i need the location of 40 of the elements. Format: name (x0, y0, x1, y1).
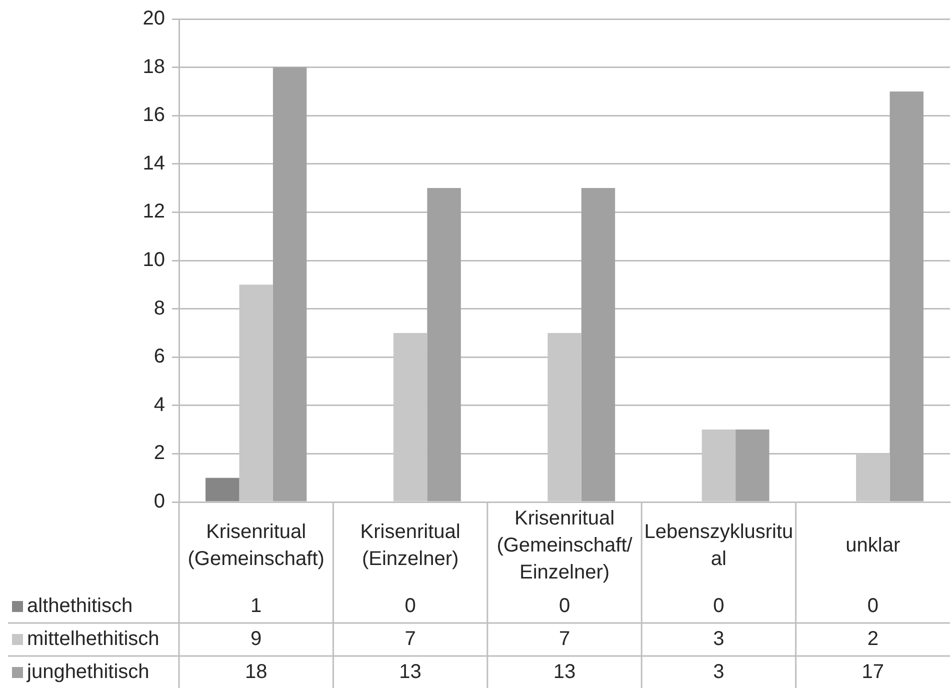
bar (890, 91, 924, 502)
y-tick-label: 20 (142, 8, 165, 30)
data-label: 3 (713, 628, 724, 650)
x-tick-label: Krisenritual (Gemeinschaft) (188, 521, 324, 570)
legend-label: mittelhethitisch (27, 628, 160, 650)
y-tick-label: 12 (142, 200, 165, 223)
bar (736, 430, 770, 502)
data-label: 18 (244, 661, 268, 684)
data-label: 13 (399, 661, 422, 684)
legend-label: junghethitisch (26, 661, 150, 684)
bar (427, 188, 461, 502)
y-tick-label: 0 (154, 490, 165, 513)
data-label: 0 (867, 595, 878, 618)
y-tick-label: 16 (142, 104, 165, 126)
data-label: 0 (713, 595, 724, 618)
data-label: 13 (553, 661, 576, 684)
y-tick-label: 14 (142, 152, 165, 174)
data-label: 1 (250, 595, 262, 618)
x-tick-label: Lebenszyklusritual (644, 521, 794, 570)
data-label: 17 (862, 661, 884, 684)
data-label: 2 (867, 628, 878, 650)
y-tick-label: 10 (142, 249, 165, 272)
legend-label: althethitisch (27, 595, 133, 618)
y-tick-label: 6 (154, 346, 165, 368)
data-label: 7 (558, 628, 570, 650)
data-label: 7 (404, 628, 416, 650)
y-tick-label: 2 (154, 442, 165, 464)
x-tick-label: unklar (846, 534, 900, 557)
x-tick-label: Krisenritual (Einzelner) (360, 521, 460, 570)
bar (206, 478, 240, 502)
bar (581, 188, 616, 502)
data-label: 9 (250, 628, 262, 650)
data-label: 0 (558, 595, 570, 618)
x-tick-label: Krisenritual (Gemeinschaft/Einzelner) (496, 508, 633, 584)
y-tick-label: 18 (142, 56, 165, 78)
y-tick-label: 4 (154, 394, 165, 416)
data-label: 0 (404, 595, 416, 618)
bar (272, 67, 307, 502)
data-label: 3 (713, 661, 724, 684)
y-tick-label: 8 (154, 297, 165, 320)
